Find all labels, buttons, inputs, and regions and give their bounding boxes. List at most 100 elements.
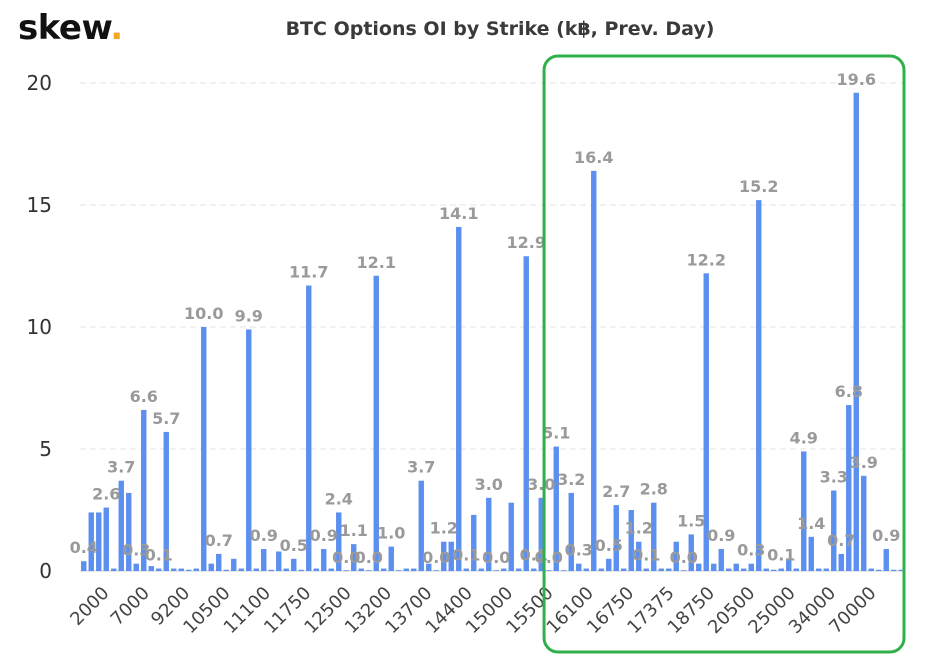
bar (898, 569, 904, 571)
bar (411, 568, 417, 571)
data-label: 0.1 (452, 546, 480, 565)
data-label: 0.9 (250, 526, 278, 545)
data-label: 3.3 (820, 467, 848, 486)
data-label: 4.9 (790, 428, 818, 447)
data-label: 1.1 (340, 521, 368, 540)
bar (141, 409, 147, 571)
bar (606, 558, 612, 571)
data-label: 0.4 (70, 538, 98, 557)
data-label: 11.7 (289, 263, 328, 282)
data-label: 0.1 (520, 546, 548, 565)
bar (508, 502, 514, 571)
bar (801, 451, 807, 571)
bar (223, 569, 229, 571)
data-label: 0.1 (767, 546, 795, 565)
data-label: 3.0 (475, 475, 503, 494)
bar (253, 568, 259, 571)
data-label: 6.8 (835, 382, 863, 401)
data-label: 0.3 (737, 541, 765, 560)
bar (486, 497, 492, 571)
bar (208, 563, 214, 571)
x-tick-label: 7000 (107, 583, 154, 630)
bar (268, 569, 274, 571)
bar (583, 568, 589, 571)
data-label: 2.8 (640, 480, 668, 499)
bar (636, 541, 642, 571)
bar (163, 431, 169, 571)
y-tick-label: 5 (39, 437, 52, 461)
highlight-box (542, 54, 906, 654)
bar (321, 549, 327, 571)
bar (471, 514, 477, 571)
y-axis: 0 5 10 15 20 (27, 71, 52, 583)
bar (118, 480, 124, 571)
bar (133, 563, 139, 571)
bar (418, 480, 424, 571)
bar (808, 536, 814, 571)
bar (456, 226, 462, 571)
data-label: 3.0 (527, 475, 555, 494)
bar (111, 568, 117, 571)
bar (786, 558, 792, 571)
data-label: 3.7 (407, 458, 435, 477)
data-label: 16.4 (574, 148, 613, 167)
bar (643, 568, 649, 571)
data-label: 0.7 (205, 531, 233, 550)
bar (478, 568, 484, 571)
data-label: 0.1 (632, 546, 660, 565)
data-label: 1.5 (677, 511, 705, 530)
bar (343, 570, 349, 571)
bar (666, 568, 672, 571)
data-label: 5.1 (542, 424, 570, 443)
logo-text: skew (18, 8, 111, 48)
data-label: 10.0 (184, 304, 223, 323)
bar (501, 568, 507, 571)
data-label: 3.7 (107, 458, 135, 477)
bar (238, 568, 244, 571)
data-label: 12.2 (687, 250, 726, 269)
bar (763, 568, 769, 571)
bar (298, 569, 304, 571)
bar (568, 492, 574, 571)
bar (81, 561, 87, 571)
data-label: 0.9 (707, 526, 735, 545)
data-label: 3.2 (557, 470, 585, 489)
bar (381, 568, 387, 571)
data-label: 0.3 (565, 541, 593, 560)
bar (516, 568, 522, 571)
data-label: 1.2 (625, 519, 653, 538)
chart-title: BTC Options OI by Strike (k฿, Prev. Day) (285, 18, 715, 40)
bar (403, 568, 409, 571)
bar (276, 551, 282, 571)
data-label: 19.6 (837, 70, 876, 89)
bar (673, 541, 679, 571)
data-label: 1.2 (430, 519, 458, 538)
bar (328, 568, 334, 571)
x-axis: 2000700092001050011100117501250013200137… (66, 583, 880, 638)
bar (538, 497, 544, 571)
bar (846, 405, 852, 571)
bar (658, 568, 664, 571)
data-label: 2.7 (602, 482, 630, 501)
bar (96, 512, 102, 571)
bar (838, 553, 844, 571)
bar (366, 570, 372, 571)
data-label: 2.6 (92, 485, 120, 504)
bar (201, 327, 207, 571)
data-label: 9.9 (235, 306, 263, 325)
y-tick-label: 20 (27, 71, 52, 95)
data-labels: 0.42.63.70.36.60.15.710.00.79.90.90.511.… (70, 70, 901, 567)
bar (876, 569, 882, 571)
data-label: 0.0 (482, 548, 510, 567)
bar (703, 273, 709, 571)
data-label: 2.4 (325, 489, 353, 508)
data-label: 1.0 (377, 524, 405, 543)
bar (523, 256, 529, 571)
y-tick-label: 10 (27, 315, 52, 339)
highlight-region (542, 54, 906, 654)
data-label: 0.9 (872, 526, 900, 545)
bar (148, 566, 154, 571)
data-label: 14.1 (439, 204, 478, 223)
bar (216, 553, 222, 571)
data-label: 0.0 (535, 548, 563, 567)
